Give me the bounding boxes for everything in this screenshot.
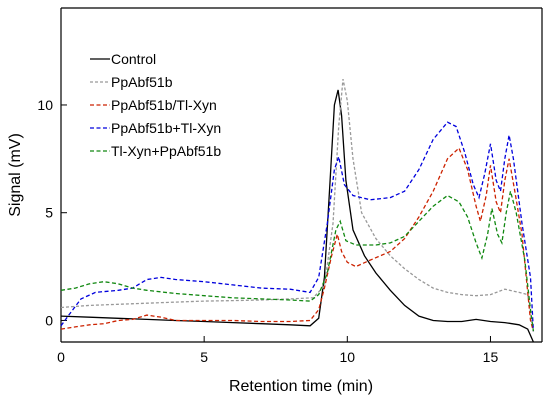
series-layer bbox=[60, 78, 535, 343]
series-line-4 bbox=[60, 121, 535, 332]
x-tick-label: 0 bbox=[57, 349, 65, 365]
y-axis-ticks: 0 5 10 bbox=[37, 97, 67, 328]
series-line-1 bbox=[60, 89, 534, 343]
legend-label: PpAbf51b+Tl-Xyn bbox=[111, 120, 221, 136]
y-axis-title: Signal (mV) bbox=[7, 133, 24, 217]
x-tick-label: 15 bbox=[483, 349, 499, 365]
legend: Control PpAbf51b PpAbf51b/Tl-Xyn PpAbf51b+T… bbox=[90, 51, 221, 159]
legend-label: PpAbf51b bbox=[111, 74, 173, 90]
y-tick-label: 5 bbox=[45, 205, 53, 221]
legend-label: Control bbox=[111, 51, 156, 67]
series-line-2 bbox=[60, 78, 535, 332]
legend-label: Tl-Xyn+PpAbf51b bbox=[111, 143, 221, 159]
legend-label: PpAbf51b/Tl-Xyn bbox=[111, 97, 217, 113]
y-tick-label: 0 bbox=[45, 312, 53, 328]
plot-area: 0 5 10 15 0 5 10 Control PpAbf51b PpAbf51b/Tl-X… bbox=[37, 7, 543, 365]
y-tick-label: 10 bbox=[37, 97, 53, 113]
x-tick-label: 5 bbox=[200, 349, 208, 365]
series-line-5 bbox=[60, 191, 535, 332]
x-axis-title: Retention time (min) bbox=[229, 378, 373, 395]
x-tick-label: 10 bbox=[340, 349, 356, 365]
x-axis-ticks: 0 5 10 15 bbox=[57, 336, 498, 365]
